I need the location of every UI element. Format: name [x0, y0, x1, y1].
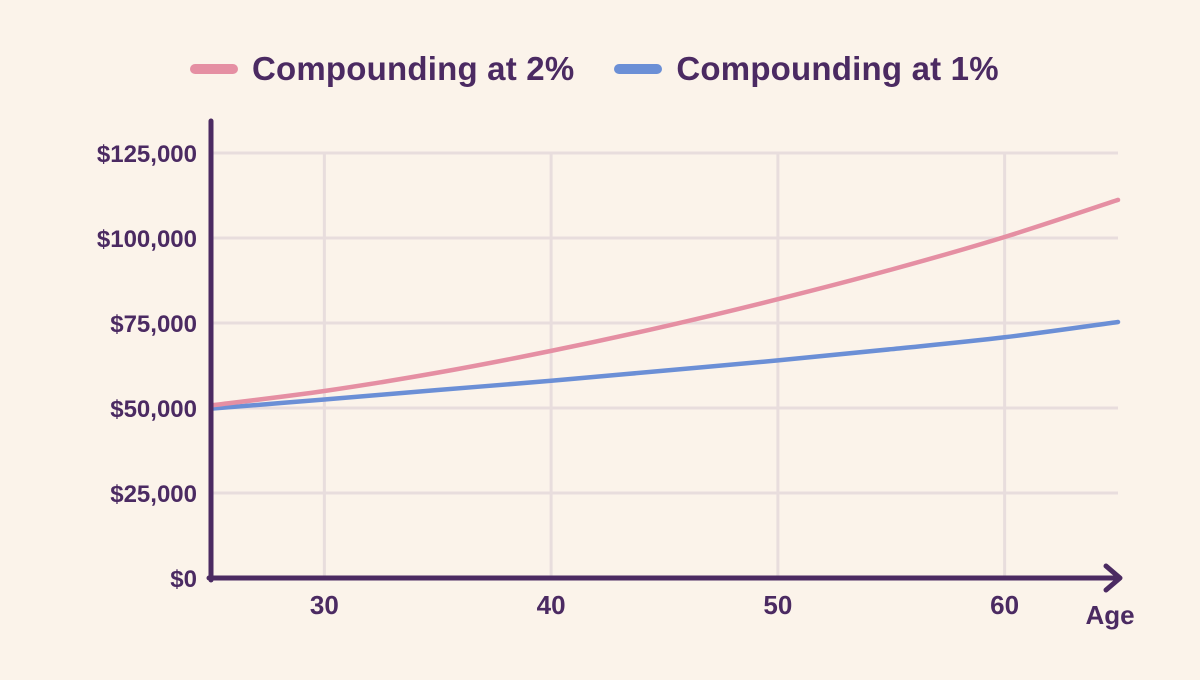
- y-tick-label-5: $125,000: [97, 141, 197, 168]
- y-tick-label-2: $50,000: [110, 396, 197, 423]
- legend-swatch-1pct: [614, 64, 663, 74]
- legend-item-2pct: Compounding at 2%: [190, 50, 574, 88]
- x-tick-label-1: 40: [537, 590, 566, 620]
- y-tick-label-4: $100,000: [97, 226, 197, 253]
- x-axis-label: Age: [1085, 600, 1134, 630]
- grid: [211, 151, 1118, 578]
- x-tick-label-2: 50: [763, 590, 792, 620]
- series-lines: [208, 197, 1121, 411]
- tick-labels: $0 $25,000 $50,000 $75,000 $100,000 $125,000 3…: [97, 141, 1135, 630]
- series-line-1: [208, 319, 1121, 411]
- legend-item-1pct: Compounding at 1%: [614, 50, 999, 88]
- y-tick-label-0: $0: [170, 566, 197, 593]
- series-line-0: [208, 197, 1121, 408]
- legend: Compounding at 2% Compounding at 1%: [190, 50, 999, 88]
- x-tick-label-0: 30: [310, 590, 339, 620]
- legend-swatch-2pct: [190, 64, 238, 74]
- legend-label-1pct: Compounding at 1%: [676, 50, 999, 87]
- axes: [206, 118, 1123, 593]
- legend-label-2pct: Compounding at 2%: [252, 50, 575, 87]
- x-axis-arrowhead: [1103, 563, 1123, 593]
- y-tick-label-1: $25,000: [110, 481, 197, 508]
- x-tick-label-3: 60: [990, 590, 1019, 620]
- y-tick-label-3: $75,000: [110, 311, 197, 338]
